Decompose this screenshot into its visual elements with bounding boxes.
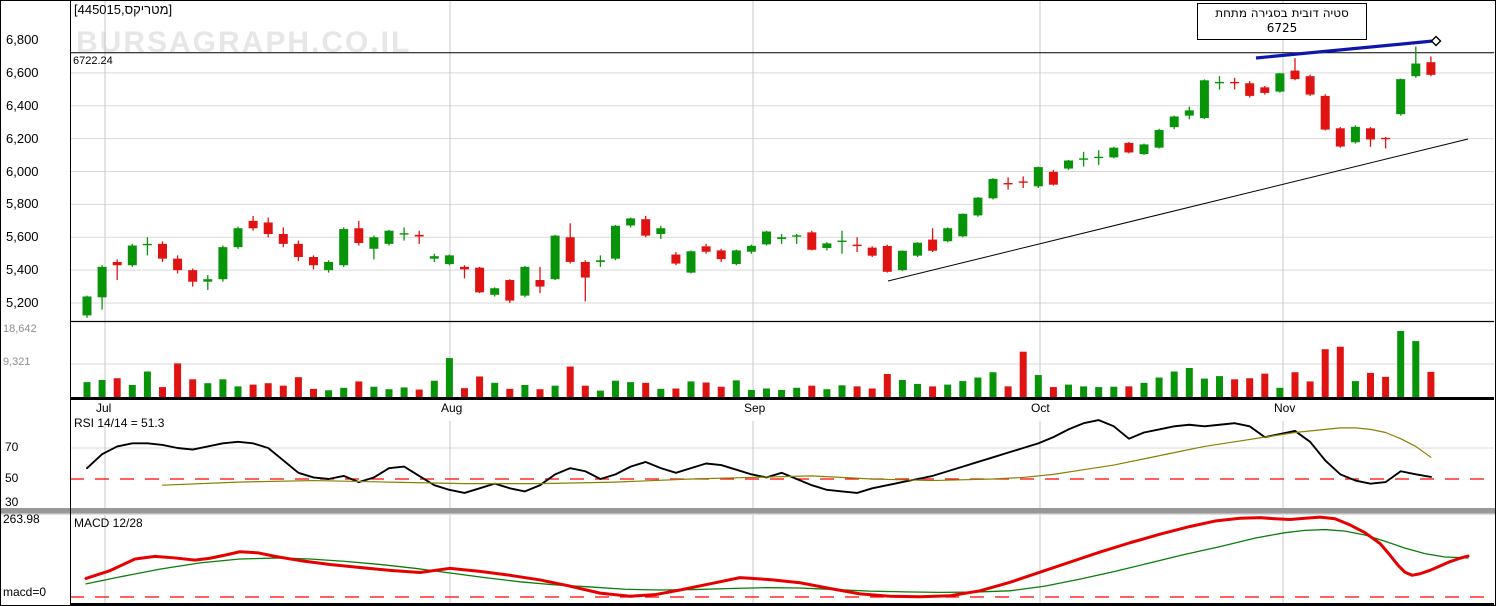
rsi-tick: 30 <box>5 495 19 509</box>
price-tick: 5,400 <box>6 262 39 278</box>
month-label: Aug <box>441 401 463 415</box>
price-tick: 6,600 <box>6 64 39 80</box>
macd-panel-label: MACD 12/28 <box>74 516 143 530</box>
price-tick: 6,400 <box>6 97 39 113</box>
price-tick: 5,600 <box>6 229 39 245</box>
macd-last-value-label: 263.98 <box>3 512 40 526</box>
month-label: Jul <box>96 401 112 415</box>
watermark: BURSAGRAPH.CO.IL <box>76 26 412 59</box>
annotation-value: 6725 <box>1266 21 1298 35</box>
month-label: Oct <box>1031 401 1050 415</box>
price-tick: 5,200 <box>6 295 39 311</box>
month-label: Sep <box>744 401 766 415</box>
chart-title: [445015,מטריקס] <box>74 2 173 17</box>
rsi-panel-label: RSI 14/14 = 51.3 <box>74 416 165 430</box>
price-tick: 6,800 <box>6 32 39 47</box>
price-tick: 6,200 <box>6 130 39 146</box>
macd-zero-label: macd=0 <box>3 585 47 599</box>
volume-tick: 9,321 <box>3 356 31 368</box>
rsi-tick: 70 <box>5 440 19 454</box>
annotation-text: סטיה דובית בסגירה מתחת <box>1215 6 1349 20</box>
price-tick: 6,000 <box>6 163 39 179</box>
rsi-tick: 50 <box>5 471 19 485</box>
resistance-level-label: 6722.24 <box>73 55 113 67</box>
price-tick: 5,800 <box>6 196 39 212</box>
volume-tick: 18,642 <box>3 323 37 335</box>
month-label: Nov <box>1274 401 1296 415</box>
annotation-box: סטיה דובית בסגירה מתחת 6725 <box>1197 3 1367 40</box>
